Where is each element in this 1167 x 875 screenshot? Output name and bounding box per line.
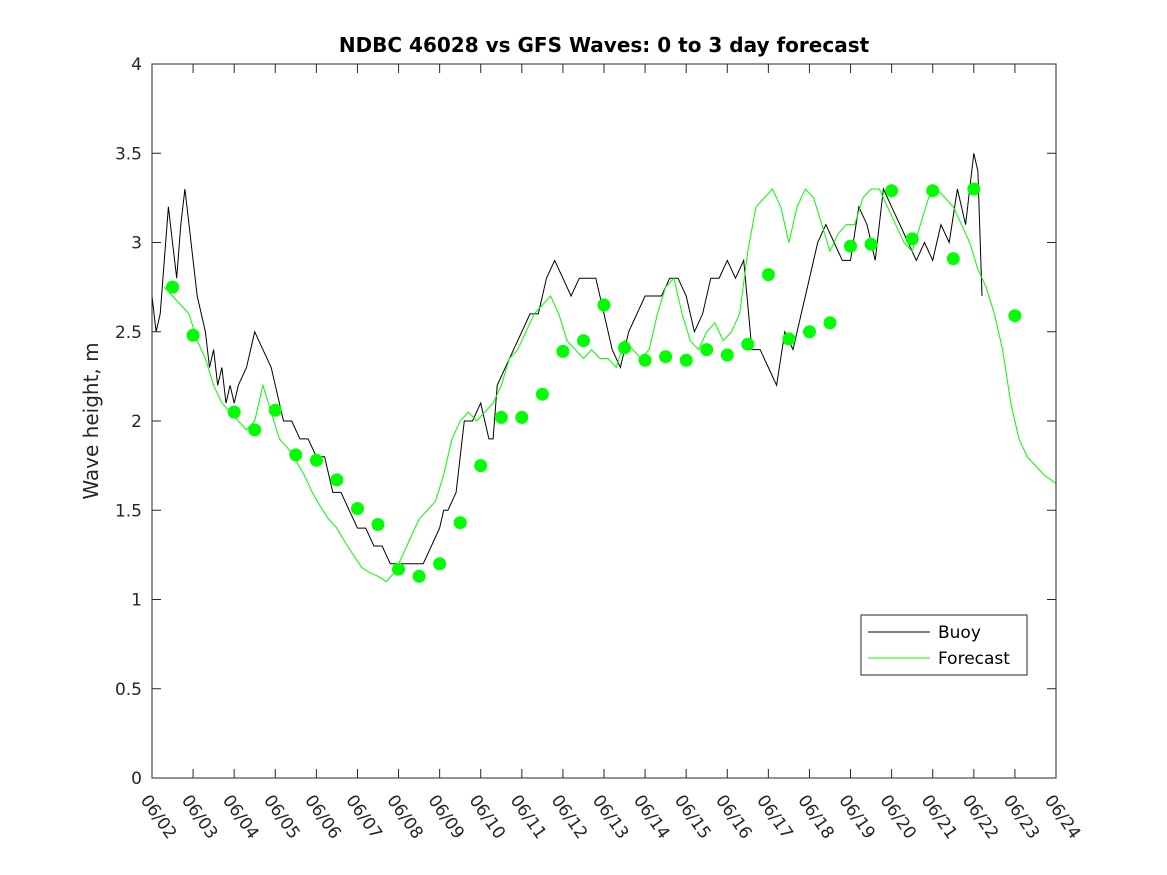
forecast-marker-31 xyxy=(823,316,837,330)
x-tick-label-22: 06/24 xyxy=(1040,791,1084,843)
forecast-marker-12 xyxy=(433,557,447,571)
y-tick-label-8: 4 xyxy=(131,55,142,75)
y-tick-label-5: 2.5 xyxy=(115,323,142,343)
x-tick-label-6: 06/08 xyxy=(382,791,426,843)
y-tick-label-0: 0 xyxy=(131,769,142,789)
y-tick-label-7: 3.5 xyxy=(115,144,142,164)
forecast-marker-23 xyxy=(659,350,673,364)
x-tick-label-3: 06/05 xyxy=(259,791,303,843)
x-tick-label-21: 06/23 xyxy=(999,791,1043,843)
forecast-marker-25 xyxy=(700,343,714,357)
x-tick-label-12: 06/14 xyxy=(629,791,673,843)
buoy-series-line xyxy=(151,153,983,565)
forecast-marker-18 xyxy=(556,344,570,358)
forecast-marker-16 xyxy=(515,410,529,424)
forecast-marker-2 xyxy=(227,405,241,419)
forecast-marker-35 xyxy=(905,232,919,246)
y-tick-label-6: 3 xyxy=(131,234,142,254)
forecast-marker-10 xyxy=(392,562,405,576)
forecast-marker-7 xyxy=(330,473,344,487)
x-tick-label-14: 06/16 xyxy=(711,791,755,843)
x-tick-label-17: 06/19 xyxy=(834,791,878,843)
forecast-marker-26 xyxy=(720,348,734,362)
x-tick-label-5: 06/07 xyxy=(341,791,385,843)
forecast-marker-3 xyxy=(248,423,262,437)
forecast-marker-37 xyxy=(946,252,960,266)
forecast-marker-9 xyxy=(371,518,385,531)
legend-buoy-label: Buoy xyxy=(938,623,981,643)
forecast-marker-8 xyxy=(351,502,364,515)
forecast-marker-34 xyxy=(885,184,899,198)
series-layer xyxy=(151,153,1057,583)
x-tick-label-4: 06/06 xyxy=(300,791,344,843)
x-tick-label-2: 06/04 xyxy=(218,791,262,843)
ticks-layer: 00.511.522.533.5406/0206/0306/0406/0506/… xyxy=(115,55,1084,843)
x-tick-label-1: 06/03 xyxy=(177,791,221,843)
x-tick-label-16: 06/18 xyxy=(793,791,837,843)
legend-box xyxy=(860,614,1028,676)
forecast-marker-33 xyxy=(864,237,878,251)
x-tick-label-10: 06/12 xyxy=(547,791,591,843)
forecast-marker-11 xyxy=(412,569,426,583)
forecast-marker-32 xyxy=(844,239,857,253)
y-tick-label-1: 0.5 xyxy=(115,680,142,700)
y-tick-label-2: 1 xyxy=(131,591,142,611)
x-tick-label-13: 06/15 xyxy=(670,791,714,843)
forecast-marker-39 xyxy=(1008,309,1022,323)
x-tick-label-19: 06/21 xyxy=(917,791,961,843)
forecast-marker-24 xyxy=(679,353,693,367)
forecast-marker-21 xyxy=(618,341,631,355)
forecast-marker-15 xyxy=(494,410,508,424)
forecast-marker-22 xyxy=(638,353,652,367)
x-tick-label-15: 06/17 xyxy=(752,791,796,843)
x-tick-label-7: 06/09 xyxy=(424,791,468,843)
forecast-series-line xyxy=(163,188,1057,583)
forecast-marker-36 xyxy=(926,184,940,198)
chart-title: NDBC 46028 vs GFS Waves: 0 to 3 day fore… xyxy=(339,33,870,57)
forecast-marker-4 xyxy=(268,403,282,417)
forecast-marker-1 xyxy=(186,328,200,342)
forecast-marker-28 xyxy=(761,268,775,282)
forecast-marker-27 xyxy=(741,337,755,351)
forecast-marker-5 xyxy=(289,448,303,462)
forecast-marker-0 xyxy=(166,280,179,294)
x-tick-label-11: 06/13 xyxy=(588,791,632,843)
forecast-marker-38 xyxy=(967,182,981,196)
forecast-marker-13 xyxy=(453,516,467,530)
forecast-marker-19 xyxy=(577,334,590,348)
x-tick-label-9: 06/11 xyxy=(506,791,550,843)
y-tick-label-4: 2 xyxy=(131,412,142,432)
x-tick-label-8: 06/10 xyxy=(465,791,509,843)
forecast-marker-29 xyxy=(782,332,796,346)
x-tick-label-0: 06/02 xyxy=(136,791,180,843)
forecast-marker-20 xyxy=(597,298,611,312)
forecast-marker-17 xyxy=(535,387,549,401)
y-tick-label-3: 1.5 xyxy=(115,501,142,521)
x-tick-label-18: 06/20 xyxy=(876,791,920,843)
forecast-marker-30 xyxy=(803,325,816,339)
legend-forecast-label: Forecast xyxy=(938,649,1010,669)
plot-area: 00.511.522.533.5406/0206/0306/0406/0506/… xyxy=(115,55,1084,843)
forecast-marker-14 xyxy=(474,459,488,473)
x-tick-label-20: 06/22 xyxy=(958,791,1002,843)
legend: Buoy Forecast xyxy=(860,614,1028,676)
forecast-marker-6 xyxy=(309,453,323,467)
y-axis-label: Wave height, m xyxy=(79,342,103,499)
